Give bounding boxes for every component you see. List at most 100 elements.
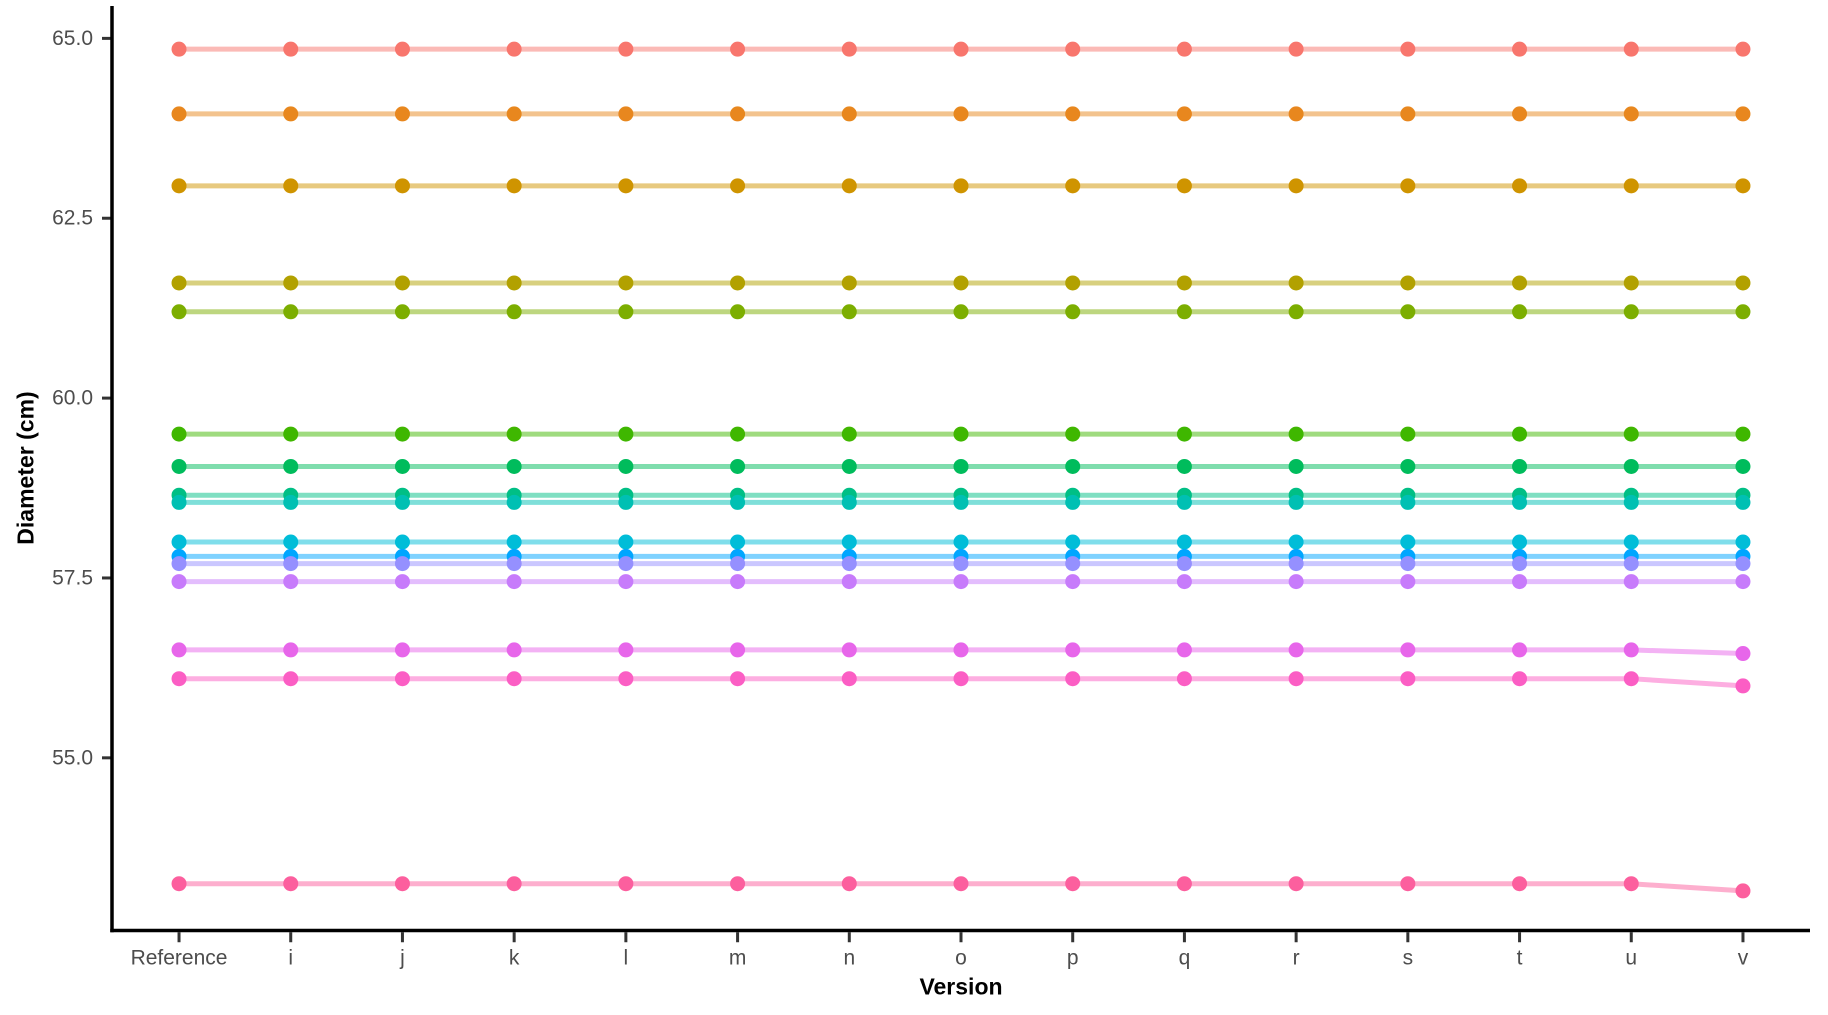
series-03-point-s <box>1400 178 1416 194</box>
series-16-point-q <box>1176 876 1192 892</box>
series-10-point-v <box>1735 534 1751 550</box>
x-tick-label: k <box>509 947 520 970</box>
x-tick-label: i <box>288 947 293 970</box>
series-02-point-m <box>730 106 746 122</box>
series-05-point-u <box>1623 304 1639 320</box>
series-15-point-m <box>730 671 746 687</box>
series-14-point-u <box>1623 642 1639 658</box>
series-07-point-i <box>283 458 299 474</box>
series-16-point-p <box>1065 876 1081 892</box>
series-04-point-u <box>1623 275 1639 291</box>
series-16-point-o <box>953 876 969 892</box>
series-16-point-l <box>618 876 634 892</box>
series-03-point-t <box>1512 178 1528 194</box>
series-15-point-q <box>1176 671 1192 687</box>
series-13-point-i <box>283 574 299 590</box>
series-02-point-v <box>1735 106 1751 122</box>
series-10-point-s <box>1400 534 1416 550</box>
series-06-point-t <box>1512 426 1528 442</box>
series-01-point-u <box>1623 41 1639 57</box>
series-10-point-t <box>1512 534 1528 550</box>
series-02-point-l <box>618 106 634 122</box>
x-tick-label: u <box>1625 947 1637 970</box>
series-04-point-r <box>1288 275 1304 291</box>
series-01-point-v <box>1735 41 1751 57</box>
series-04-point-n <box>841 275 857 291</box>
series-07-point-n <box>841 458 857 474</box>
y-tick-label: 60.0 <box>52 387 93 410</box>
series-04-point-o <box>953 275 969 291</box>
series-03-point-j <box>394 178 410 194</box>
series-04-point-v <box>1735 275 1751 291</box>
series-06-point-n <box>841 426 857 442</box>
series-07-point-k <box>506 458 522 474</box>
series-06-point-p <box>1065 426 1081 442</box>
series-15-point-s <box>1400 671 1416 687</box>
series-16-point-u <box>1623 876 1639 892</box>
series-07-point-o <box>953 458 969 474</box>
series-12-point-m <box>730 556 746 572</box>
series-16-point-v <box>1735 883 1751 899</box>
series-15-point-i <box>283 671 299 687</box>
series-13-point-v <box>1735 574 1751 590</box>
series-06-point-v <box>1735 426 1751 442</box>
series-05-point-q <box>1176 304 1192 320</box>
series-07-point-v <box>1735 458 1751 474</box>
series-09-point-o <box>953 494 969 510</box>
series-05-point-o <box>953 304 969 320</box>
series-10-point-j <box>394 534 410 550</box>
series-13-point-t <box>1512 574 1528 590</box>
series-06-point-s <box>1400 426 1416 442</box>
x-tick-label: q <box>1179 947 1191 970</box>
series-09-point-Reference <box>171 494 187 510</box>
series-03-point-p <box>1065 178 1081 194</box>
series-15-point-u <box>1623 671 1639 687</box>
series-01-point-i <box>283 41 299 57</box>
series-14-point-l <box>618 642 634 658</box>
series-13-point-p <box>1065 574 1081 590</box>
series-09-point-l <box>618 494 634 510</box>
series-12-point-Reference <box>171 556 187 572</box>
series-15-point-Reference <box>171 671 187 687</box>
series-01-point-o <box>953 41 969 57</box>
series-14-point-v <box>1735 646 1751 662</box>
series-05-point-j <box>394 304 410 320</box>
series-01-point-s <box>1400 41 1416 57</box>
series-03-point-n <box>841 178 857 194</box>
series-09-point-q <box>1176 494 1192 510</box>
series-10-point-q <box>1176 534 1192 550</box>
series-07-point-Reference <box>171 458 187 474</box>
series-16-point-t <box>1512 876 1528 892</box>
series-05-point-s <box>1400 304 1416 320</box>
series-10-point-u <box>1623 534 1639 550</box>
series-12-point-l <box>618 556 634 572</box>
series-13-point-Reference <box>171 574 187 590</box>
series-05-point-l <box>618 304 634 320</box>
series-04-point-p <box>1065 275 1081 291</box>
series-14-point-t <box>1512 642 1528 658</box>
series-03-point-r <box>1288 178 1304 194</box>
series-12-point-r <box>1288 556 1304 572</box>
series-16-point-Reference <box>171 876 187 892</box>
y-tick-label: 65.0 <box>52 27 93 50</box>
series-07-point-q <box>1176 458 1192 474</box>
series-09-point-t <box>1512 494 1528 510</box>
series-13-point-r <box>1288 574 1304 590</box>
series-02-point-o <box>953 106 969 122</box>
series-02-point-p <box>1065 106 1081 122</box>
series-12-point-p <box>1065 556 1081 572</box>
series-16-point-m <box>730 876 746 892</box>
series-03-point-i <box>283 178 299 194</box>
series-07-point-u <box>1623 458 1639 474</box>
x-tick-label: j <box>399 947 405 970</box>
series-01-point-m <box>730 41 746 57</box>
series-12-point-n <box>841 556 857 572</box>
series-04-point-k <box>506 275 522 291</box>
series-10-point-i <box>283 534 299 550</box>
series-14-point-j <box>394 642 410 658</box>
series-09-point-p <box>1065 494 1081 510</box>
x-tick-label: v <box>1738 947 1749 970</box>
series-10-point-Reference <box>171 534 187 550</box>
series-01-point-r <box>1288 41 1304 57</box>
